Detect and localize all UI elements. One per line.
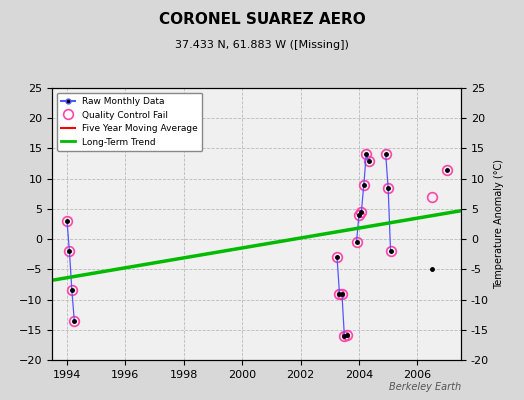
Text: 37.433 N, 61.883 W ([Missing]): 37.433 N, 61.883 W ([Missing]) [175, 40, 349, 50]
Text: Berkeley Earth: Berkeley Earth [389, 382, 461, 392]
Text: CORONEL SUAREZ AERO: CORONEL SUAREZ AERO [159, 12, 365, 27]
Y-axis label: Temperature Anomaly (°C): Temperature Anomaly (°C) [495, 159, 505, 289]
Legend: Raw Monthly Data, Quality Control Fail, Five Year Moving Average, Long-Term Tren: Raw Monthly Data, Quality Control Fail, … [57, 92, 202, 151]
